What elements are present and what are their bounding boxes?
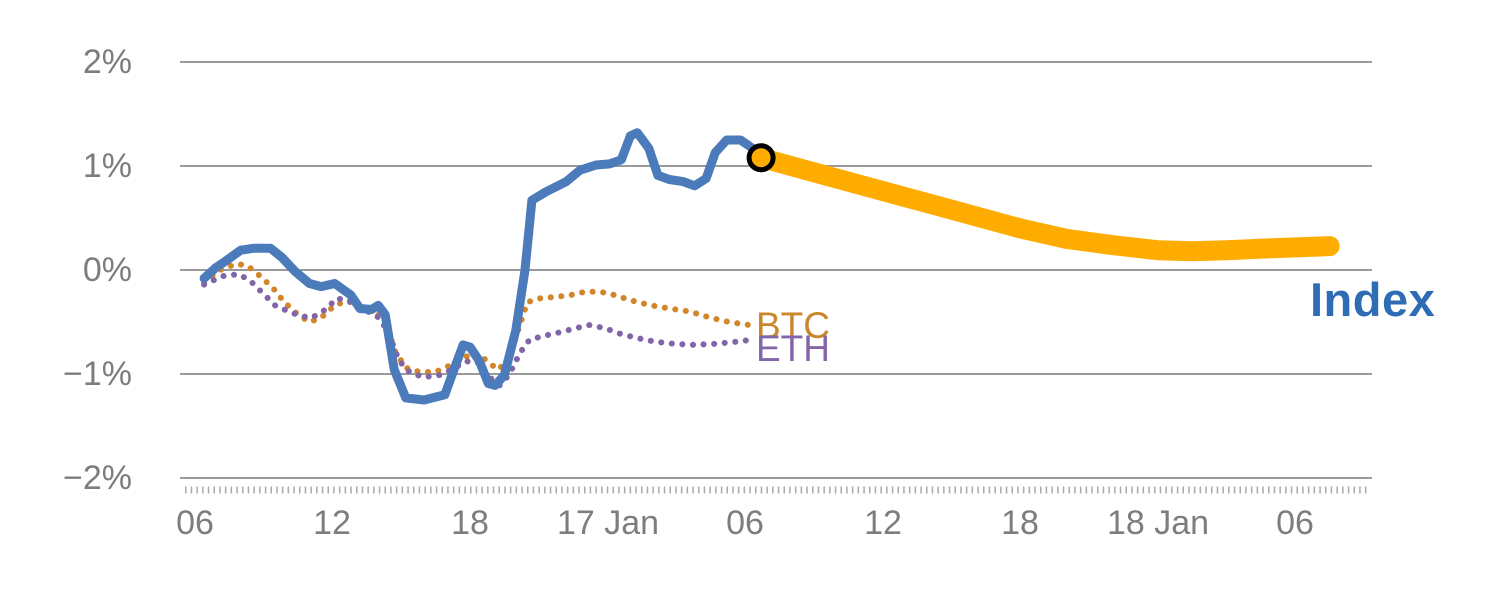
x-tick-label: 18 (1001, 504, 1039, 542)
x-tick-label: 17 Jan (556, 504, 660, 542)
x-tick-label: 06 (726, 504, 764, 542)
y-tick-label: −2% (63, 459, 132, 497)
series-label-eth: ETH (756, 328, 830, 369)
y-tick-label: 2% (82, 43, 132, 81)
forecast-start-marker (746, 143, 776, 173)
x-tick-label: 18 Jan (1106, 504, 1210, 542)
x-tick-label: 06 (176, 504, 214, 542)
x-tick-label: 12 (313, 504, 351, 542)
x-tick-label: 18 (451, 504, 489, 542)
series-line-index (199, 128, 766, 405)
x-tick-label: 06 (1276, 504, 1314, 542)
series-label-btc: BTC (756, 305, 830, 346)
series-label-index: Index (1310, 273, 1436, 326)
y-tick-label: 1% (82, 147, 132, 185)
y-tick-label: 0% (82, 251, 132, 289)
y-tick-label: −1% (63, 355, 132, 393)
x-tick-label: 12 (864, 504, 902, 542)
series-line-index-forecast (751, 147, 1340, 262)
